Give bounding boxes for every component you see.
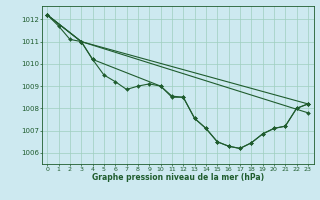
- X-axis label: Graphe pression niveau de la mer (hPa): Graphe pression niveau de la mer (hPa): [92, 173, 264, 182]
